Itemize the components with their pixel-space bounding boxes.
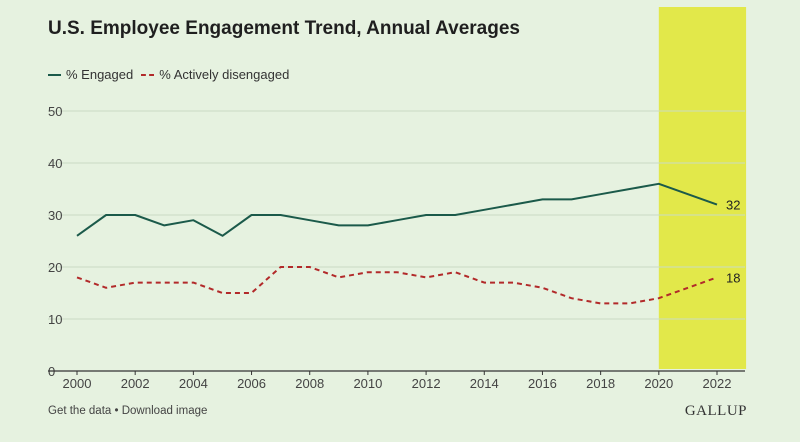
download-image-link[interactable]: Download image (121, 405, 208, 417)
footer-links: Get the data • Download image (48, 405, 207, 417)
x-tick-label: 2006 (237, 376, 266, 391)
x-tick-label: 2018 (586, 376, 615, 391)
end-label-disengaged: 18 (726, 270, 740, 285)
legend-swatch-dashed (141, 73, 155, 76)
x-tick-label: 2000 (63, 376, 92, 391)
legend-item-engaged: % Engaged (48, 67, 133, 82)
x-tick-label: 2012 (412, 376, 441, 391)
legend-swatch-solid (48, 73, 61, 76)
y-tick-label: 10 (48, 312, 62, 327)
chart-title: U.S. Employee Engagement Trend, Annual A… (48, 18, 520, 39)
get-data-link[interactable]: Get the data (48, 405, 112, 417)
x-tick-label: 2008 (295, 376, 324, 391)
series-line-disengaged (76, 266, 718, 305)
x-tick-label: 2002 (121, 376, 150, 391)
y-tick-label: 40 (48, 156, 62, 171)
chart-legend: % Engaged % Actively disengaged (48, 67, 289, 82)
x-tick-label: 2010 (353, 376, 382, 391)
y-tick-label: 30 (48, 208, 62, 223)
end-label-engaged: 32 (726, 198, 740, 213)
gallup-logo: GALLUP (684, 403, 747, 419)
x-tick-label: 2022 (703, 376, 732, 391)
x-tick-label: 2004 (179, 376, 208, 391)
y-tick-label: 20 (48, 260, 62, 275)
x-tick-label: 2020 (644, 376, 673, 391)
x-tick-label: 2014 (470, 376, 499, 391)
footer-separator: • (111, 405, 122, 417)
legend-label-disengaged: % Actively disengaged (159, 67, 290, 82)
y-tick-label: 50 (48, 104, 62, 119)
series-line-engaged (76, 182, 718, 237)
legend-label-engaged: % Engaged (66, 67, 134, 82)
x-tick-label: 2016 (528, 376, 557, 391)
legend-item-disengaged: % Actively disengaged (141, 67, 289, 82)
